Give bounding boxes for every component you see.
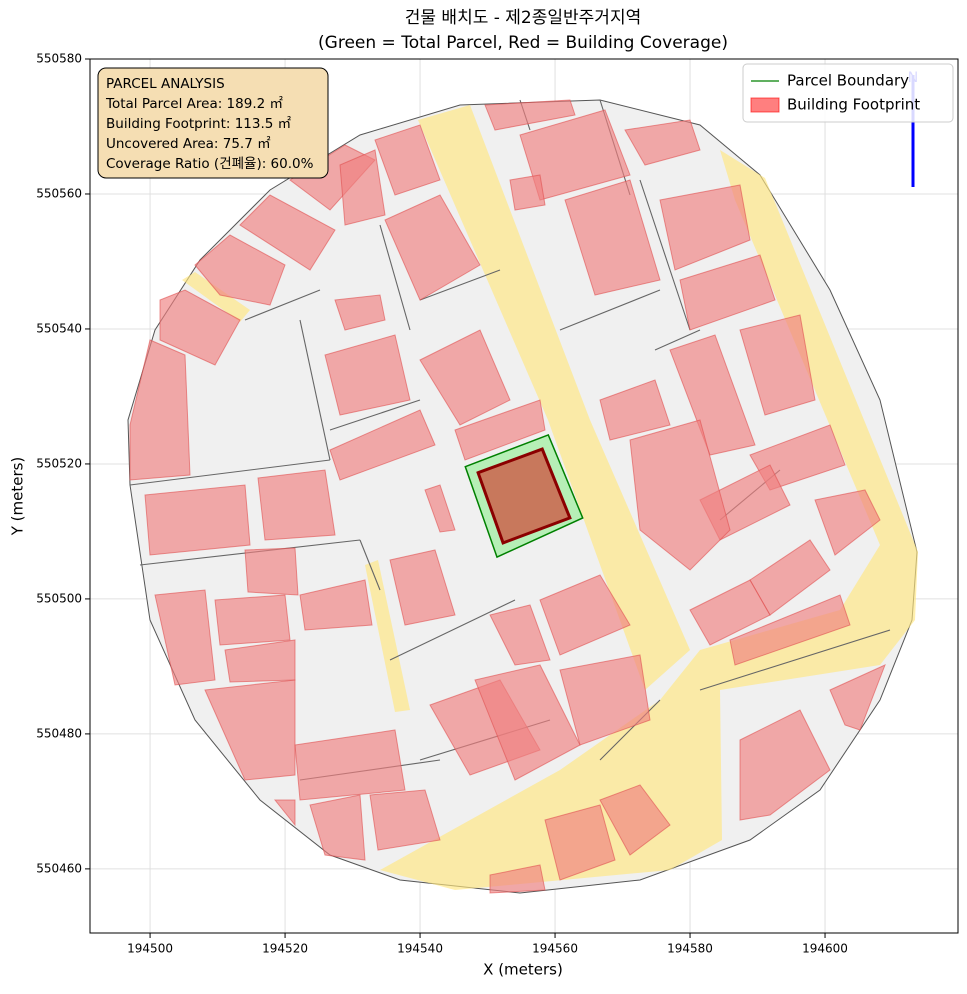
annotation-line: Building Footprint: 113.5 ㎡ — [106, 116, 292, 132]
y-tick-label: 550560 — [36, 186, 82, 200]
building — [829, 664, 886, 731]
building — [509, 174, 546, 211]
annotation-line: Total Parcel Area: 189.2 ㎡ — [105, 96, 283, 112]
building — [204, 679, 296, 781]
y-tick-label: 550540 — [36, 321, 82, 335]
building — [539, 574, 631, 656]
building — [159, 289, 241, 366]
building — [374, 124, 441, 196]
building — [329, 409, 436, 481]
road — [365, 560, 410, 712]
x-axis-label: X (meters) — [483, 961, 563, 979]
y-axis-label: Y (meters) — [9, 457, 27, 537]
building — [679, 254, 776, 331]
building — [239, 194, 336, 271]
plot-frame — [89, 58, 959, 934]
building — [424, 484, 456, 533]
building — [214, 594, 291, 646]
buildings — [129, 99, 886, 894]
x-tick-label: 194520 — [262, 942, 308, 956]
building — [194, 234, 286, 306]
building — [689, 579, 771, 646]
y-tick-label: 550500 — [36, 591, 82, 605]
building — [299, 579, 373, 631]
building — [739, 314, 816, 416]
building — [454, 399, 546, 461]
building — [389, 549, 456, 626]
chart-subtitle: (Green = Total Parcel, Red = Building Co… — [318, 33, 728, 53]
legend-swatch — [750, 97, 780, 113]
building — [129, 339, 191, 481]
x-tick-label: 194500 — [127, 942, 173, 956]
building — [489, 604, 551, 666]
building — [739, 709, 831, 821]
annotation-line: PARCEL ANALYSIS — [106, 76, 225, 92]
y-tick-label: 550460 — [36, 861, 82, 875]
building — [369, 789, 441, 851]
building — [559, 654, 651, 746]
road — [418, 105, 690, 690]
building — [309, 794, 366, 861]
plot-layer — [464, 433, 584, 559]
chart-title: 건물 배치도 - 제2종일반주거지역 — [405, 8, 641, 28]
x-tick-label: 194540 — [397, 942, 443, 956]
building — [244, 547, 299, 596]
building — [419, 329, 511, 426]
y-tick-label: 550580 — [36, 52, 82, 66]
building — [334, 294, 386, 331]
building — [324, 334, 411, 416]
building — [669, 334, 756, 456]
y-tick-label: 550480 — [36, 726, 82, 740]
building — [484, 99, 576, 131]
building — [599, 379, 671, 441]
annotation-line: Uncovered Area: 75.7 ㎡ — [106, 136, 271, 152]
building — [273, 799, 296, 827]
building — [624, 119, 701, 166]
y-tick-label: 550520 — [36, 456, 82, 470]
building — [144, 484, 251, 556]
building — [339, 149, 386, 226]
building — [564, 179, 661, 296]
building — [474, 664, 581, 781]
building — [384, 194, 481, 301]
building — [629, 419, 731, 571]
building — [599, 784, 671, 856]
building — [729, 594, 851, 666]
road — [182, 272, 250, 322]
legend-label: Parcel Boundary — [787, 72, 909, 90]
x-tick-label: 194560 — [532, 942, 578, 956]
x-tick-label: 194600 — [802, 942, 848, 956]
building-footprint — [476, 447, 572, 545]
x-tick-label: 194580 — [667, 942, 713, 956]
building — [257, 469, 336, 541]
legend-box — [742, 63, 954, 123]
building — [814, 489, 881, 556]
building — [294, 729, 406, 801]
building — [544, 804, 616, 881]
annotation-box — [97, 67, 329, 179]
legend-label: Building Footprint — [787, 96, 920, 114]
building — [489, 864, 546, 894]
road — [380, 150, 918, 890]
building — [154, 589, 216, 686]
building — [659, 184, 751, 271]
annotation-line: Coverage Ratio (건폐율): 60.0% — [106, 156, 314, 172]
